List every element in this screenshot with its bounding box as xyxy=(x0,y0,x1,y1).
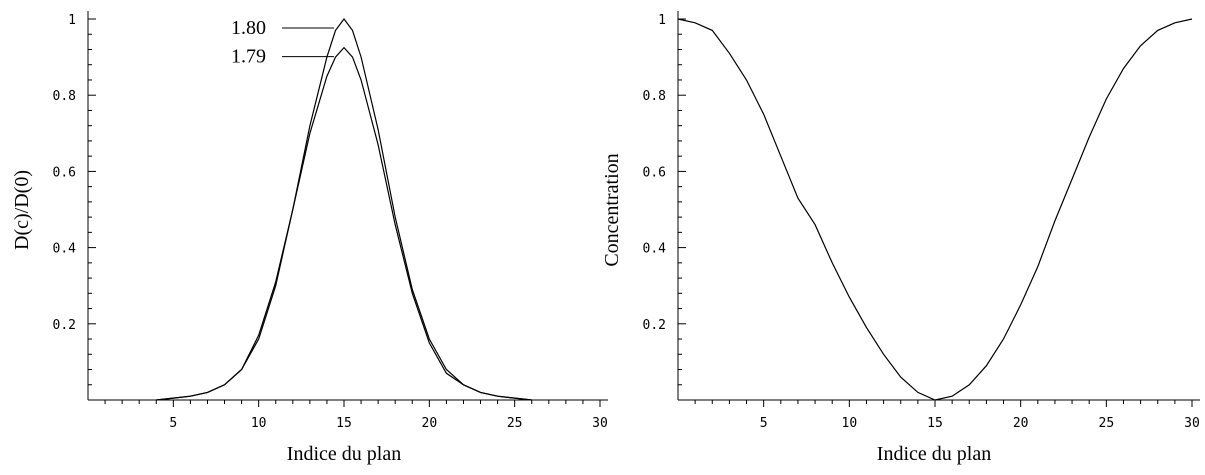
series-annotation-1: 1.80 xyxy=(231,17,266,39)
chart-panel-1: 5 10 15 20 25 30 0.2 0.4 0.6 0.8 1 Indice du plan D(… xyxy=(11,11,608,465)
y-tick-label: 0.8 xyxy=(643,89,666,104)
x-tick-label: 25 xyxy=(507,416,523,431)
x-tick-label: 15 xyxy=(336,416,352,431)
x-tick-label: 30 xyxy=(1184,416,1200,431)
series-line-1 xyxy=(677,18,1193,401)
x-tick-label: 20 xyxy=(422,416,438,431)
y-tick-label: 0.4 xyxy=(643,242,667,257)
y-axis-title: Concentration xyxy=(601,153,623,266)
y-tick-label: 0.2 xyxy=(53,318,76,333)
x-tick-label: 5 xyxy=(169,416,177,431)
x-tick-label: 10 xyxy=(842,416,858,431)
x-tick-label: 5 xyxy=(760,416,768,431)
y-tick-label: 0.6 xyxy=(643,165,666,180)
series-line-2 xyxy=(156,46,532,401)
series-line-1 xyxy=(156,17,532,401)
y-tick-label: 0.2 xyxy=(643,318,666,333)
y-axis-title: D(c)/D(0) xyxy=(11,170,33,250)
series-annotation-2: 1.79 xyxy=(231,46,266,68)
x-tick-label: 15 xyxy=(927,416,943,431)
y-tick-label: 0.8 xyxy=(53,89,76,104)
y-tick-label: 1 xyxy=(658,13,666,28)
x-tick-label: 20 xyxy=(1013,416,1029,431)
y-tick-label: 0.6 xyxy=(53,165,76,180)
x-axis-title: Indice du plan xyxy=(287,443,401,465)
y-tick-label: 1 xyxy=(68,13,76,28)
chart-panel-2: 5 10 15 20 25 30 0.2 0.4 0.6 0.8 1 Indice du plan Co… xyxy=(601,11,1200,465)
x-tick-label: 10 xyxy=(251,416,267,431)
y-tick-label: 0.4 xyxy=(53,242,77,257)
x-axis-title: Indice du plan xyxy=(877,443,991,465)
x-tick-label: 25 xyxy=(1099,416,1115,431)
x-tick-label: 30 xyxy=(592,416,608,431)
